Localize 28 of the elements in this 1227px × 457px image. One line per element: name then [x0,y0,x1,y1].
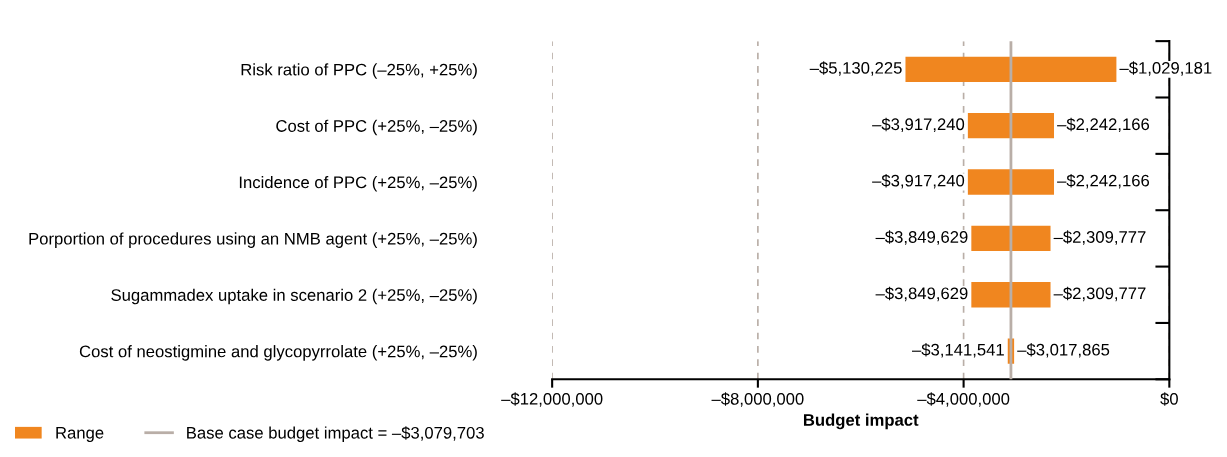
x-tick-label: –$12,000,000 [501,392,603,407]
y-tick-label: Incidence of PPC (+25%, –25%) [239,176,477,192]
annotation: –$3,917,240 [872,174,965,189]
legend-label: Range [56,427,104,442]
y-tick-label: Cost of neostigmine and glycopyrrolate (+25%, –25%) [79,345,477,361]
annotation: –$1,029,181 [1119,61,1212,76]
x-tick-label: –$8,000,000 [711,392,804,407]
annotation: –$2,309,777 [1053,230,1146,245]
x-tick-label: $0 [1160,392,1178,406]
annotation: –$3,849,629 [875,230,968,245]
legend-label: Base case budget impact = –$3,079,703 [187,426,484,442]
annotation: –$2,309,777 [1053,286,1146,302]
y-tick-label: Porportion of procedures using an NMB agent (+25%, –25%) [29,232,477,248]
bar [971,282,1051,308]
bar [905,56,1117,82]
annotation: –$3,917,240 [872,117,965,133]
annotation: –$5,130,225 [809,61,902,76]
annotation: –$3,849,629 [875,286,968,302]
annotation: –$2,242,166 [1057,117,1150,133]
x-axis-title: Budget impact [803,413,919,430]
y-tick-label: Risk ratio of PPC (–25%, +25%) [241,63,477,79]
bar [971,225,1051,252]
annotation: –$2,242,166 [1057,174,1150,189]
x-tick-label: –$4,000,000 [917,392,1010,407]
y-tick-label: Cost of PPC (+25%, –25%) [276,119,477,136]
annotation: –$3,141,541 [912,343,1004,358]
y-tick-label: Sugammadex uptake in scenario 2 (+25%, –25%) [111,288,477,305]
annotation: –$3,017,865 [1017,343,1110,358]
